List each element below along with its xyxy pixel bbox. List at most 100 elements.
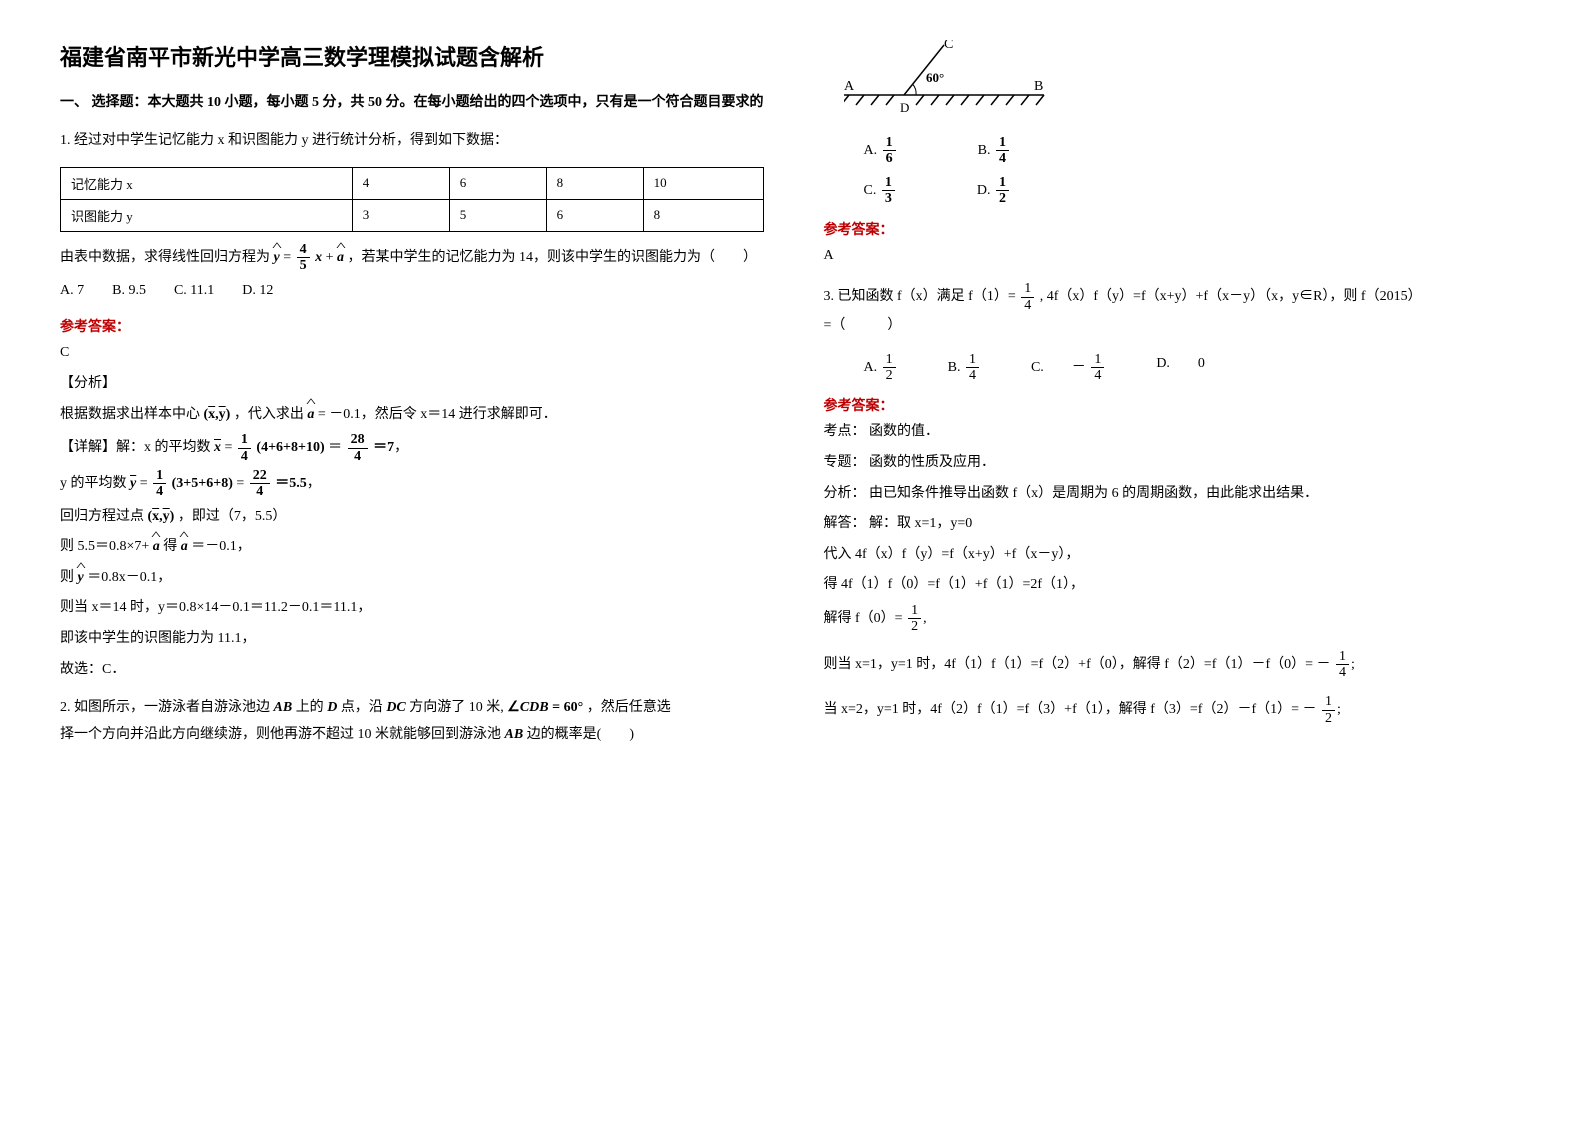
q1-conc2: 故选：C． — [60, 657, 764, 684]
a-hat: a — [181, 534, 188, 561]
page-title: 福建省南平市新光中学高三数学理模拟试题含解析 — [60, 40, 764, 72]
right-column: A B C D 60° A. 16 B. 14 C. 13 D. — [824, 40, 1528, 760]
q3-exam-point: 考点： 函数的值． — [824, 419, 1528, 446]
label: B. — [948, 360, 961, 375]
pool-diagram-icon: A B C D 60° — [844, 40, 1064, 120]
text: ，然后任意选 — [587, 700, 671, 715]
text: 则当 x=1，y=1 时，4f（1）f（1）=f（2）+f（0），解得 f（2）… — [824, 657, 1331, 672]
text: ＝ — [328, 440, 342, 455]
opt-b: B. 14 — [948, 352, 981, 384]
svg-text:C: C — [944, 40, 953, 52]
text: 点，沿 — [341, 700, 383, 715]
q3-opts: A. 12 B. 14 C. － 14 D. 0 — [824, 352, 1528, 384]
q1-detail-xmean: 【详解】解：x 的平均数 x = 14 (4+6+8+10) ＝ 284 ＝7， — [60, 432, 764, 464]
text: 函数的值． — [869, 424, 939, 439]
text: 【详解】解：x 的平均数 — [60, 440, 211, 455]
text: ＝－0.1， — [191, 539, 251, 554]
answer-label: 参考答案： — [824, 219, 1528, 239]
text: 方向游了 10 米, — [409, 700, 504, 715]
a-hat: a — [337, 245, 344, 272]
cell-label-y: 识图能力 y — [61, 199, 353, 231]
label: D. 0 — [1156, 356, 1205, 371]
cell: 6 — [546, 199, 643, 231]
label: C. — [864, 183, 877, 198]
left-column: 福建省南平市新光中学高三数学理模拟试题含解析 一、 选择题：本大题共 10 小题… — [60, 40, 764, 760]
q3-solve-4: 解得 f（0）= 12, — [824, 603, 1528, 635]
q2-figure: A B C D 60° — [844, 40, 1528, 125]
text: 则 — [60, 570, 74, 585]
q1-answer: C — [60, 340, 764, 367]
q2-answer: A — [824, 243, 1528, 270]
text: 由已知条件推导出函数 f（x）是周期为 6 的周期函数，由此能求出结果． — [869, 486, 1318, 501]
q1-x14: 则当 x＝14 时，y＝0.8×14－0.1＝11.2－0.1＝11.1， — [60, 595, 764, 622]
text: ，即过（7，5.5） — [178, 509, 287, 524]
text: 则 5.5＝0.8×7+ — [60, 539, 149, 554]
cell: 6 — [449, 167, 546, 199]
q3-special: 专题： 函数的性质及应用． — [824, 450, 1528, 477]
label: B. — [978, 143, 991, 158]
q3-solve-5: 则当 x=1，y=1 时，4f（1）f（1）=f（2）+f（0），解得 f（2）… — [824, 649, 1528, 681]
label: 专题： — [824, 455, 866, 470]
q3-solve-3: 得 4f（1）f（0）=f（1）+f（1）=2f（1）， — [824, 572, 1528, 599]
opt-d: D. 12 — [977, 175, 1011, 207]
frac-1-4: 14 — [238, 432, 251, 464]
svg-text:D: D — [900, 100, 909, 115]
text: (4+6+8+10) — [256, 440, 324, 455]
q1-yhat: 则 y ＝0.8x－0.1， — [60, 565, 764, 592]
svg-text:A: A — [844, 79, 855, 94]
label: D. — [977, 183, 991, 198]
label: 解答： — [824, 516, 866, 531]
label: A. — [864, 143, 878, 158]
q3-solve-1: 解答： 解：取 x=1，y=0 — [824, 511, 1528, 538]
q2-opts-row2: C. 13 D. 12 — [824, 175, 1528, 207]
q1-stem: 1. 经过对中学生记忆能力 x 和识图能力 y 进行统计分析，得到如下数据： — [60, 128, 764, 155]
cell: 8 — [546, 167, 643, 199]
text: 解得 f（0）= — [824, 611, 903, 626]
cell-label-x: 记忆能力 x — [61, 167, 353, 199]
a-hat: a — [153, 534, 160, 561]
opt-c: C. － 14 — [1031, 352, 1106, 384]
analysis-label: 【分析】 — [60, 371, 764, 398]
q1-through: 回归方程过点 (x,y) ，即过（7，5.5） — [60, 504, 764, 531]
text: ＝0.8x－0.1， — [87, 570, 171, 585]
frac-22-4: 224 — [250, 468, 270, 500]
opt-b: B. 14 — [978, 135, 1011, 167]
table-row: 记忆能力 x 4 6 8 10 — [61, 167, 764, 199]
opt-c: C. 13 — [864, 175, 897, 207]
text: 解：取 x=1，y=0 — [869, 516, 972, 531]
text: 2. 如图所示，一游泳者自游泳池边 — [60, 700, 270, 715]
q1-detail-ymean: y 的平均数 y = 14 (3+5+6+8) = 224 ＝5.5， — [60, 468, 764, 500]
a-hat: a — [307, 402, 314, 429]
q3-stem: 3. 已知函数 f（x）满足 f（1）= 14 , 4f（x）f（y）=f（x+… — [824, 281, 1528, 339]
label: C. － — [1031, 360, 1086, 375]
text: 根据数据求出样本中心 — [60, 407, 200, 422]
q1-conc1: 即该中学生的识图能力为 11.1， — [60, 626, 764, 653]
text: 函数的性质及应用． — [869, 455, 995, 470]
opt-d: D. 0 — [1156, 352, 1205, 384]
q2-opts-row1: A. 16 B. 14 — [824, 135, 1528, 167]
text: ，代入求出 — [234, 407, 304, 422]
section-1-title: 一、 选择题：本大题共 10 小题，每小题 5 分，共 50 分。在每小题给出的… — [60, 92, 764, 114]
text: = －0.1，然后令 x＝14 进行求解即可． — [318, 407, 557, 422]
svg-text:60°: 60° — [926, 70, 944, 85]
page-root: 福建省南平市新光中学高三数学理模拟试题含解析 一、 选择题：本大题共 10 小题… — [60, 40, 1527, 760]
cell: 5 — [449, 199, 546, 231]
text: 3. 已知函数 f（x）满足 f（1）= — [824, 289, 1016, 304]
q1-analysis: 根据数据求出样本中心 (x,y) ，代入求出 a = －0.1，然后令 x＝14… — [60, 402, 764, 429]
svg-text:B: B — [1034, 79, 1043, 94]
q1-options: A. 7 B. 9.5 C. 11.1 D. 12 — [60, 278, 764, 305]
y-hat: y — [78, 565, 84, 592]
frac-28-4: 284 — [348, 432, 368, 464]
q1-line-a: 则 5.5＝0.8×7+ a 得 a ＝－0.1， — [60, 534, 764, 561]
text: =（ ） — [824, 318, 902, 333]
q3-solve-2: 代入 4f（x）f（y）=f（x+y）+f（x－y）， — [824, 542, 1528, 569]
cell: 8 — [643, 199, 763, 231]
text: 当 x=2，y=1 时，4f（2）f（1）=f（3）+f（1），解得 f（3）=… — [824, 703, 1317, 718]
q2-stem: 2. 如图所示，一游泳者自游泳池边 AB 上的 D 点，沿 DC 方向游了 10… — [60, 695, 764, 748]
text: 回归方程过点 — [60, 509, 144, 524]
text: , 4f（x）f（y）=f（x+y）+f（x－y）（x，y∈R），则 f（201… — [1040, 289, 1422, 304]
text: 得 — [163, 539, 177, 554]
cell: 10 — [643, 167, 763, 199]
answer-label: 参考答案： — [824, 395, 1528, 415]
text: 由表中数据，求得线性回归方程为 — [60, 250, 270, 265]
